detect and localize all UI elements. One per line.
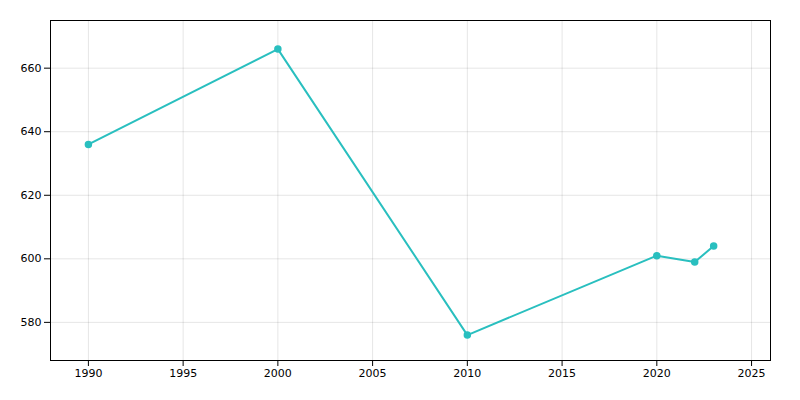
svg-text:2025: 2025	[738, 367, 766, 380]
svg-text:580: 580	[21, 316, 42, 329]
svg-text:2020: 2020	[643, 367, 671, 380]
svg-text:1995: 1995	[169, 367, 197, 380]
svg-text:600: 600	[21, 252, 42, 265]
svg-text:1990: 1990	[74, 367, 102, 380]
svg-text:2005: 2005	[359, 367, 387, 380]
svg-text:660: 660	[21, 62, 42, 75]
svg-text:2000: 2000	[264, 367, 292, 380]
svg-text:2010: 2010	[453, 367, 481, 380]
svg-text:620: 620	[21, 189, 42, 202]
svg-text:640: 640	[21, 125, 42, 138]
svg-text:2015: 2015	[548, 367, 576, 380]
